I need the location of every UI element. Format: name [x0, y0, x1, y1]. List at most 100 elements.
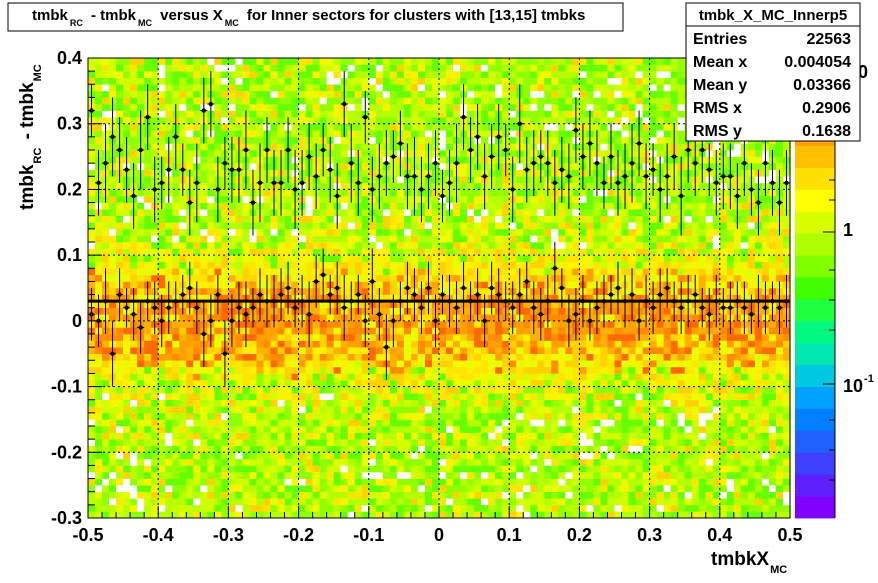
heatmap-cell — [684, 439, 693, 447]
heatmap-cell — [460, 242, 468, 249]
heatmap-cell — [761, 412, 770, 420]
heatmap-cell — [586, 209, 594, 217]
heatmap-cell — [502, 196, 510, 203]
heatmap-cell — [761, 458, 770, 466]
heatmap-cell — [446, 380, 454, 387]
heatmap-cell — [460, 419, 468, 427]
heatmap-cell — [116, 426, 124, 433]
heatmap-cell — [733, 504, 742, 512]
heatmap-cell — [95, 347, 103, 355]
heatmap-cell — [417, 268, 426, 276]
heatmap-cell — [684, 386, 693, 394]
heatmap-cell — [509, 255, 517, 263]
heatmap-cell — [544, 242, 552, 249]
heatmap-cell — [537, 196, 545, 203]
heatmap-cell — [123, 202, 131, 210]
heatmap-cell — [207, 426, 215, 433]
heatmap-cell — [410, 445, 419, 453]
heatmap-cell — [123, 432, 131, 440]
heatmap-cell — [565, 288, 573, 295]
heatmap-cell — [242, 458, 250, 466]
heatmap-cell — [277, 511, 285, 519]
heatmap-cell — [333, 432, 342, 440]
heatmap-cell — [593, 261, 601, 269]
heatmap-cell — [277, 320, 285, 328]
heatmap-cell — [319, 419, 327, 427]
heatmap-cell — [361, 281, 370, 289]
heatmap-cell — [712, 426, 721, 433]
heatmap-cell — [221, 491, 229, 499]
heatmap-cell — [761, 439, 770, 447]
heatmap-cell — [684, 248, 693, 256]
heatmap-cell — [340, 222, 349, 230]
heatmap-cell — [333, 334, 342, 341]
heatmap-cell — [305, 426, 313, 433]
heatmap-cell — [439, 360, 447, 368]
heatmap-cell — [424, 465, 433, 473]
heatmap-cell — [719, 491, 728, 499]
heatmap-cell — [523, 380, 531, 387]
heatmap-cell — [102, 478, 110, 486]
heatmap-cell — [326, 504, 334, 512]
heatmap-cell — [446, 498, 454, 506]
heatmap-cell — [586, 511, 594, 519]
heatmap-cell — [782, 340, 791, 348]
heatmap-cell — [775, 366, 784, 374]
heatmap-cell — [270, 228, 278, 236]
heatmap-cell — [326, 242, 334, 249]
heatmap-cell — [537, 202, 545, 210]
heatmap-cell — [579, 202, 587, 210]
heatmap-cell — [179, 347, 187, 355]
heatmap-cell — [207, 209, 215, 217]
heatmap-cell — [684, 327, 693, 335]
heatmap-cell — [537, 472, 545, 479]
heatmap-cell — [495, 432, 503, 440]
heatmap-cell — [761, 419, 770, 427]
heatmap-cell — [312, 399, 320, 407]
heatmap-cell — [579, 268, 587, 276]
heatmap-cell — [628, 248, 636, 256]
heatmap-cell — [719, 255, 728, 263]
heatmap-cell — [130, 261, 138, 269]
heatmap-cell — [775, 380, 784, 387]
heatmap-cell — [172, 373, 180, 381]
heatmap-cell — [326, 511, 334, 519]
heatmap-cell — [396, 274, 405, 282]
heatmap-cell — [621, 222, 629, 230]
heatmap-cell — [509, 228, 517, 236]
heatmap-cell — [481, 393, 489, 401]
heatmap-cell — [691, 196, 700, 203]
heatmap-cell — [298, 334, 306, 341]
heatmap-cell — [446, 485, 454, 493]
heatmap-cell — [347, 242, 356, 249]
heatmap-cell — [628, 209, 636, 217]
heatmap-cell — [775, 274, 784, 282]
heatmap-cell — [319, 320, 327, 328]
heatmap-cell — [137, 498, 145, 506]
heatmap-cell — [663, 472, 671, 479]
heatmap-cell — [88, 452, 96, 460]
heatmap-cell — [460, 235, 468, 243]
heatmap-cell — [642, 255, 650, 263]
heatmap-cell — [446, 426, 454, 433]
heatmap-cell — [558, 366, 566, 374]
heatmap-cell — [109, 288, 117, 295]
heatmap-cell — [691, 412, 700, 420]
heatmap-cell — [684, 261, 693, 269]
heatmap-cell — [719, 386, 728, 394]
heatmap-cell — [761, 491, 770, 499]
heatmap-cell — [102, 491, 110, 499]
heatmap-cell — [705, 366, 714, 374]
heatmap-cell — [565, 228, 573, 236]
heatmap-cell — [551, 353, 559, 361]
heatmap-cell — [740, 452, 749, 460]
heatmap-cell — [467, 406, 475, 414]
heatmap-cell — [439, 439, 447, 447]
heatmap-cell — [775, 498, 784, 506]
heatmap-cell — [712, 432, 721, 440]
heatmap-cell — [509, 465, 517, 473]
heatmap-cell — [109, 209, 117, 217]
heatmap-cell — [179, 504, 187, 512]
heatmap-cell — [326, 340, 334, 348]
heatmap-cell — [347, 222, 356, 230]
